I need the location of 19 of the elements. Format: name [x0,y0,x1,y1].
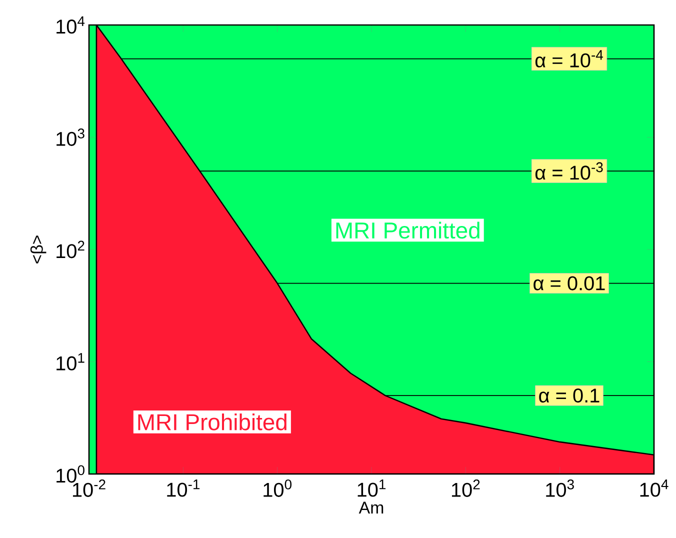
x-tick-label: 10$^{-1}$ [167,480,200,497]
y-tick-label: 10$^{2}$ [56,240,84,258]
x-tick-label: 10$^{3}$ [546,480,574,497]
series-label: α = 0.1 [539,388,600,403]
y-tick-label: 10$^{3}$ [56,128,84,146]
y-axis-title: <β> [30,236,46,264]
annotation: MRI Permitted [336,222,480,239]
x-tick-label: 10$^{4}$ [640,480,668,497]
x-tick-label: 10$^{0}$ [264,480,292,497]
series-label: α = 10$^{-4}$ [535,50,603,68]
y-tick-label: 10$^{4}$ [56,16,85,34]
y-tick-label: 10$^{0}$ [56,465,84,483]
x-tick-label: 10$^{2}$ [452,480,480,497]
annotation: MRI Prohibited [138,414,286,430]
series-label: α = 10$^{-3}$ [535,162,603,180]
series-label: α = 0.01 [534,276,605,290]
x-axis-title: Am [358,502,384,514]
y-tick-label: 10$^{1}$ [56,353,84,370]
x-tick-label: 10$^{1}$ [358,480,386,497]
